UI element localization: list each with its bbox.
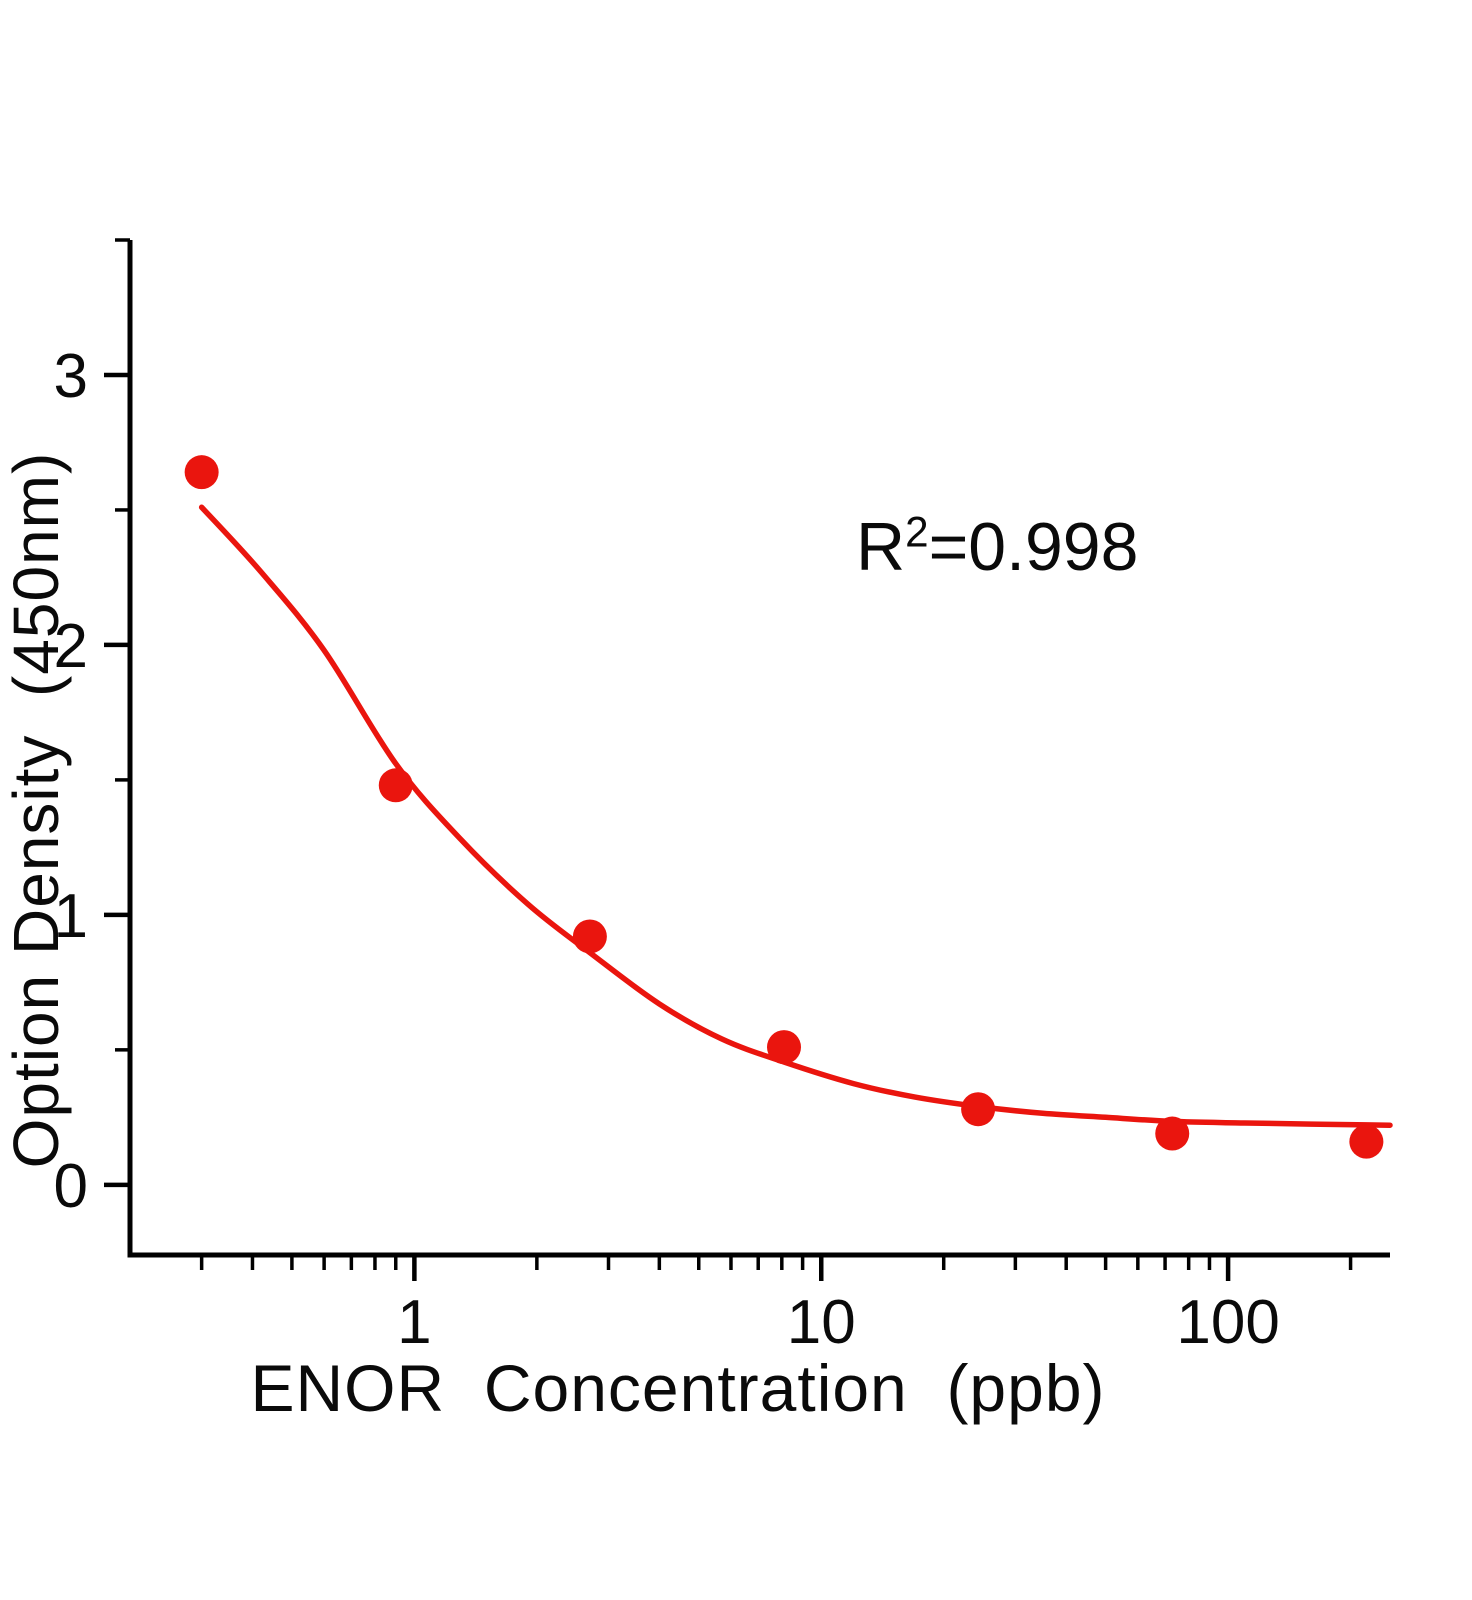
r-squared-annotation: R2=0.998 bbox=[856, 508, 1138, 586]
x-axis-title: ENOR Concentration (ppb) bbox=[250, 1351, 1106, 1425]
r-squared-base: R bbox=[856, 509, 906, 585]
axes-lines bbox=[127, 240, 1390, 1258]
data-point bbox=[1349, 1124, 1384, 1159]
data-point bbox=[378, 768, 413, 803]
r-squared-value: =0.998 bbox=[928, 509, 1139, 585]
r-squared-exponent: 2 bbox=[905, 508, 929, 556]
x-tick-label: 10 bbox=[787, 1288, 856, 1357]
y-tick-label: 0 bbox=[54, 1152, 88, 1221]
fit-curve bbox=[198, 504, 1393, 1128]
y-tick-label: 3 bbox=[54, 342, 88, 411]
data-point bbox=[572, 919, 607, 954]
y-tick-label: 1 bbox=[54, 882, 88, 951]
y-tick-label: 2 bbox=[54, 612, 88, 681]
x-tick-label: 1 bbox=[397, 1288, 431, 1357]
y-axis-title: Option Density (450nm) bbox=[0, 451, 72, 1169]
data-point bbox=[767, 1030, 802, 1065]
data-point bbox=[961, 1092, 996, 1127]
x-tick-label: 100 bbox=[1176, 1288, 1279, 1357]
data-point bbox=[1155, 1116, 1190, 1151]
data-point bbox=[184, 455, 219, 490]
